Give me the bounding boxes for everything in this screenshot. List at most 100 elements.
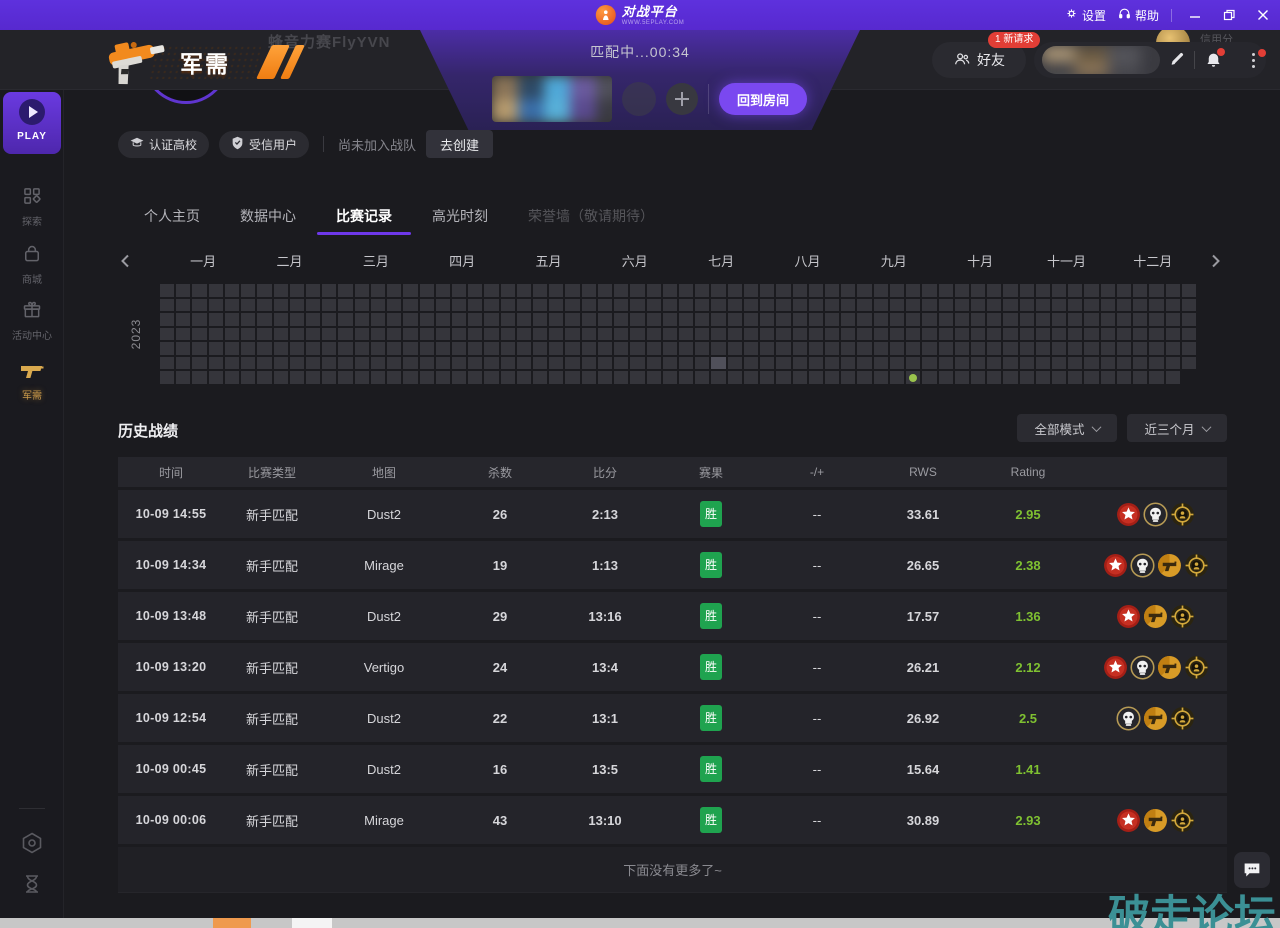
calendar-cell [873, 356, 888, 370]
column-header: 地图 [371, 465, 396, 480]
medals-cell [1080, 501, 1227, 527]
calendar-cell [1133, 342, 1148, 355]
help-label: 帮助 [1134, 8, 1159, 23]
calendar-cell [192, 327, 207, 341]
range-filter-dropdown[interactable]: 近三个月 [1127, 414, 1227, 442]
hexagon-icon[interactable] [0, 832, 64, 854]
tab-data-center[interactable]: 数据中心 [240, 208, 296, 224]
title-bar: 对战平台 WWW.5EPLAY.COM 设置 [0, 0, 1280, 30]
calendar-cell [176, 371, 191, 384]
calendar-cell [792, 342, 807, 355]
friends-button[interactable]: 好友 [932, 42, 1026, 78]
calendar-cell [970, 298, 986, 312]
calendar-cell [760, 327, 775, 341]
calendar-cell [695, 298, 710, 312]
calendar-cell [776, 298, 791, 312]
minimize-button[interactable] [1184, 4, 1206, 26]
mode-filter-value: 全部模式 [1034, 422, 1085, 437]
more-menu-icon[interactable] [1244, 49, 1266, 69]
calendar-cell [533, 313, 548, 326]
calendar-cell [289, 298, 304, 312]
player-avatar[interactable] [142, 90, 236, 111]
calendar-cell [1116, 327, 1132, 341]
tab-honor-wall[interactable]: 荣誉墙（敬请期待） [528, 208, 654, 224]
chat-bubble-button[interactable] [1234, 852, 1270, 888]
calendar-cell [549, 327, 564, 341]
calendar-cell [1068, 298, 1083, 312]
help-button[interactable]: 帮助 [1118, 7, 1159, 24]
calendar-cell [938, 298, 953, 312]
return-room-button[interactable]: 回到房间 [719, 83, 807, 115]
table-cell: Dust2 [367, 761, 401, 777]
sidebar-item-supply[interactable]: 军需 [0, 362, 64, 402]
calendar-cell [970, 356, 986, 370]
table-row[interactable]: 10-09 14:55 新手匹配 Dust2 26 2:13 胜 -- 33.61 2.95 [118, 490, 1227, 538]
calendar-cell [354, 356, 369, 370]
calendar-prev-icon[interactable] [120, 254, 131, 273]
calendar-cell [824, 342, 840, 355]
user-avatar-blurred [1042, 46, 1160, 74]
sidebar-item-explore[interactable]: 探索 [0, 186, 64, 228]
hourglass-icon[interactable] [0, 874, 64, 894]
calendar-cell [1165, 298, 1180, 312]
settings-button[interactable]: 设置 [1065, 7, 1106, 24]
calendar-cell [176, 342, 191, 355]
calendar-cell [549, 298, 564, 312]
calendar-cell [711, 371, 726, 384]
table-cell: 22 [492, 710, 508, 726]
table-cell: 新手匹配 [245, 762, 298, 778]
table-row[interactable]: 10-09 14:34 新手匹配 Mirage 19 1:13 胜 -- 26.65 2.38 [118, 541, 1227, 589]
tab-home[interactable]: 个人主页 [144, 208, 200, 224]
calendar-cell [1035, 342, 1051, 355]
medals-cell [1080, 705, 1227, 731]
user-profile-pill[interactable] [1034, 42, 1266, 78]
create-team-button[interactable]: 去创建 [426, 130, 494, 158]
calendar-cell [1003, 298, 1018, 312]
notification-bell-icon[interactable] [1204, 48, 1225, 75]
calendar-cell [970, 327, 986, 341]
gift-icon [22, 300, 42, 323]
medal-crosshair-icon [1170, 808, 1195, 833]
calendar-cell [533, 298, 548, 312]
tab-match-records[interactable]: 比赛记录 [336, 197, 392, 235]
explore-grid-icon [22, 186, 42, 209]
calendar-cell [1035, 371, 1051, 384]
table-row[interactable]: 10-09 13:20 新手匹配 Vertigo 24 13:4 胜 -- 26.21 2.12 [118, 643, 1227, 691]
calendar-cell [192, 298, 207, 312]
sidebar-item-events[interactable]: 活动中心 [0, 300, 64, 342]
restore-button[interactable] [1218, 4, 1240, 26]
calendar-cell [776, 313, 791, 326]
calendar-cell [808, 313, 823, 326]
calendar-cell [1133, 356, 1148, 370]
table-cell: 2:13 [591, 506, 619, 522]
tab-highlights[interactable]: 高光时刻 [432, 208, 488, 224]
calendar-cell [500, 298, 515, 312]
calendar-cell [743, 313, 759, 326]
sidebar-item-play[interactable]: PLAY [3, 92, 61, 154]
calendar-cell [257, 342, 272, 355]
calendar-cell [922, 342, 937, 355]
history-title: 历史战绩 [118, 423, 179, 440]
calendar-year-label: 2023 [129, 318, 143, 350]
table-cell: -- [812, 506, 822, 522]
calendar-cell [857, 298, 872, 312]
table-row[interactable]: 10-09 12:54 新手匹配 Dust2 22 13:1 胜 -- 26.92 2.5 [118, 694, 1227, 742]
edit-pencil-icon[interactable] [1168, 50, 1186, 73]
calendar-cell [954, 327, 969, 341]
calendar-cell [889, 313, 905, 326]
mode-filter-dropdown[interactable]: 全部模式 [1017, 414, 1117, 442]
sidebar-item-shop[interactable]: 商城 [0, 244, 64, 286]
table-row[interactable]: 10-09 13:48 新手匹配 Dust2 29 13:16 胜 -- 17.57 1.36 [118, 592, 1227, 640]
calendar-next-icon[interactable] [1210, 254, 1221, 273]
calendar-cell [289, 327, 304, 341]
table-row[interactable]: 10-09 00:45 新手匹配 Dust2 16 13:5 胜 -- 15.64 1.41 [118, 745, 1227, 793]
calendar-cell [1133, 327, 1148, 341]
win-badge: 胜 [700, 807, 722, 833]
calendar-cell [451, 284, 467, 297]
calendar-cell [1084, 298, 1099, 312]
calendar-cell [1068, 356, 1083, 370]
table-row[interactable]: 10-09 00:06 新手匹配 Mirage 43 13:10 胜 -- 30.89 2.93 [118, 796, 1227, 844]
trusted-badge: 受信用户 [219, 130, 310, 158]
invite-plus-icon[interactable] [666, 83, 698, 115]
close-button[interactable] [1252, 4, 1274, 26]
